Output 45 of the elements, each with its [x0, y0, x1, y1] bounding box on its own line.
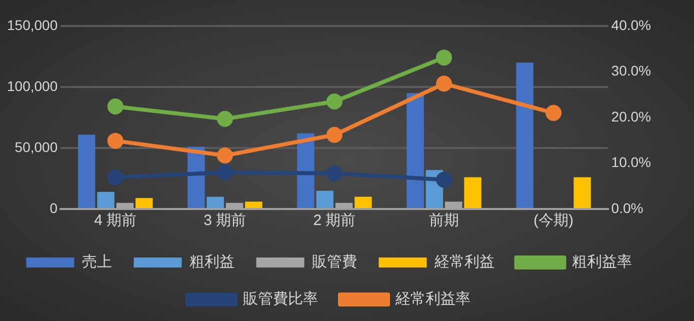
- bar: [245, 202, 262, 208]
- point: [436, 172, 452, 188]
- y2-tick-label: 30.0%: [611, 62, 652, 79]
- x-tick-label: 4 期前: [94, 212, 137, 230]
- point: [216, 147, 233, 164]
- bar: [316, 190, 334, 208]
- legend-label: 経常利益: [433, 254, 494, 271]
- bar: [206, 196, 224, 208]
- y2-tick-label: 40.0%: [611, 16, 652, 33]
- y2-tick-label: 20.0%: [611, 108, 652, 124]
- point: [546, 104, 562, 121]
- point: [436, 76, 452, 92]
- point: [326, 126, 342, 143]
- x-tick-label: 2 期前: [313, 212, 356, 230]
- y-tick-label: 0: [50, 200, 58, 216]
- legend-label: 売上: [82, 254, 112, 271]
- point: [107, 169, 124, 186]
- y2-tick-label: 0.0%: [611, 200, 644, 216]
- legend-label: 経常利益率: [394, 290, 470, 308]
- bar: [464, 177, 482, 208]
- bar: [354, 196, 372, 208]
- bar: [574, 177, 591, 208]
- bar: [406, 93, 424, 208]
- point: [326, 165, 342, 182]
- bar: [97, 192, 114, 208]
- legend-label: 販管費比率: [243, 290, 318, 308]
- y2-tick-label: 10.0%: [611, 154, 652, 170]
- x-tick-label: 3 期前: [204, 212, 246, 230]
- point: [107, 98, 124, 115]
- y-tick-label: 50,000: [14, 138, 58, 155]
- bar: [136, 198, 153, 208]
- point: [216, 164, 233, 180]
- legend-label: 粗利益: [189, 254, 234, 271]
- legend-label: 販管費: [312, 254, 357, 271]
- bar: [78, 134, 96, 208]
- point: [107, 132, 124, 149]
- bar: [516, 62, 534, 208]
- x-tick-label: 前期: [428, 212, 459, 230]
- point: [436, 50, 452, 66]
- point: [326, 93, 342, 110]
- x-tick-label: (今期): [534, 212, 574, 230]
- y-tick-label: 150,000: [6, 16, 58, 33]
- legend-label: 粗利益率: [572, 254, 632, 271]
- point: [216, 110, 233, 127]
- y-tick-label: 100,000: [6, 78, 58, 94]
